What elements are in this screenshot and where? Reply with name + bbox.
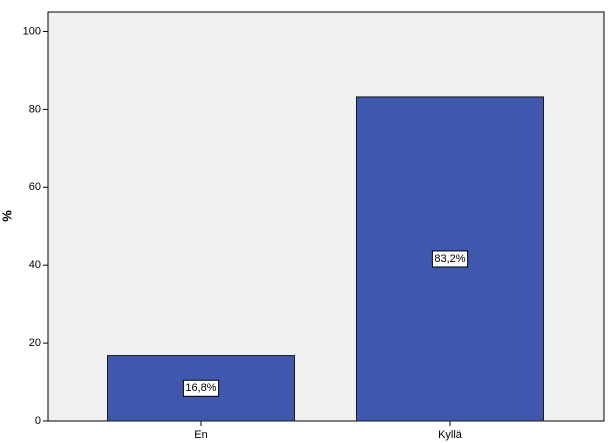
- y-axis-label: %: [0, 210, 14, 222]
- x-tick-label: En: [194, 429, 207, 441]
- value-label-box: [431, 250, 469, 268]
- y-tick-label: 20: [29, 337, 41, 349]
- value-label: 83,2%: [434, 253, 465, 265]
- y-tick-label: 0: [35, 415, 41, 427]
- y-tick-label: 100: [23, 25, 41, 37]
- y-tick-label: 80: [29, 103, 41, 115]
- y-tick-label: 60: [29, 181, 41, 193]
- value-label: 16,8%: [185, 382, 216, 394]
- value-label-box: [182, 379, 220, 397]
- y-tick-label: 40: [29, 259, 41, 271]
- x-tick-label: Kyllä: [438, 429, 463, 441]
